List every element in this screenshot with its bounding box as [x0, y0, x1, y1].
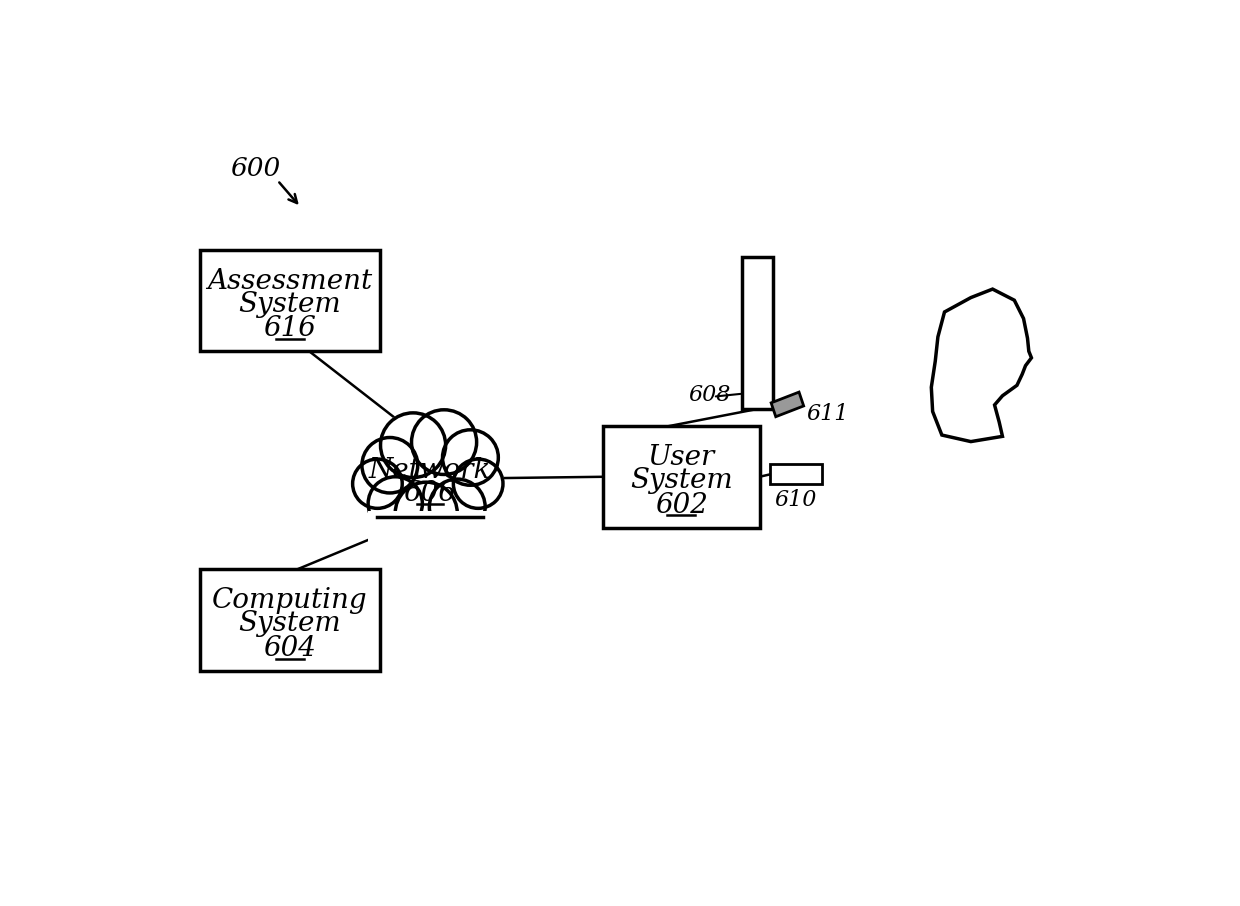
Polygon shape [771, 392, 804, 417]
Text: Computing: Computing [212, 587, 368, 614]
Bar [200, 569, 379, 670]
Circle shape [451, 458, 505, 510]
Text: 608: 608 [688, 384, 730, 406]
PathPatch shape [931, 289, 1032, 441]
Text: 610: 610 [775, 489, 817, 511]
Text: 600: 600 [231, 156, 281, 181]
Text: Network: Network [370, 458, 491, 484]
Text: System: System [630, 467, 733, 494]
Circle shape [394, 480, 459, 545]
Circle shape [361, 436, 419, 495]
Circle shape [351, 458, 404, 510]
Text: 604: 604 [263, 635, 316, 662]
Circle shape [441, 429, 500, 487]
Bar [200, 250, 379, 352]
Bar [368, 511, 492, 550]
Text: User: User [647, 444, 714, 471]
Ellipse shape [379, 444, 481, 513]
Circle shape [367, 476, 424, 532]
Text: System: System [238, 611, 341, 637]
Bar [770, 465, 822, 485]
Circle shape [379, 411, 448, 479]
Bar [603, 426, 759, 527]
Text: 602: 602 [655, 492, 708, 519]
Text: 616: 616 [263, 315, 316, 342]
Text: 606: 606 [404, 480, 456, 507]
Circle shape [410, 409, 479, 476]
Bar [742, 256, 773, 409]
Text: System: System [238, 291, 341, 318]
Circle shape [428, 477, 486, 536]
Text: 611: 611 [806, 402, 848, 425]
Text: Assessment: Assessment [207, 267, 372, 294]
